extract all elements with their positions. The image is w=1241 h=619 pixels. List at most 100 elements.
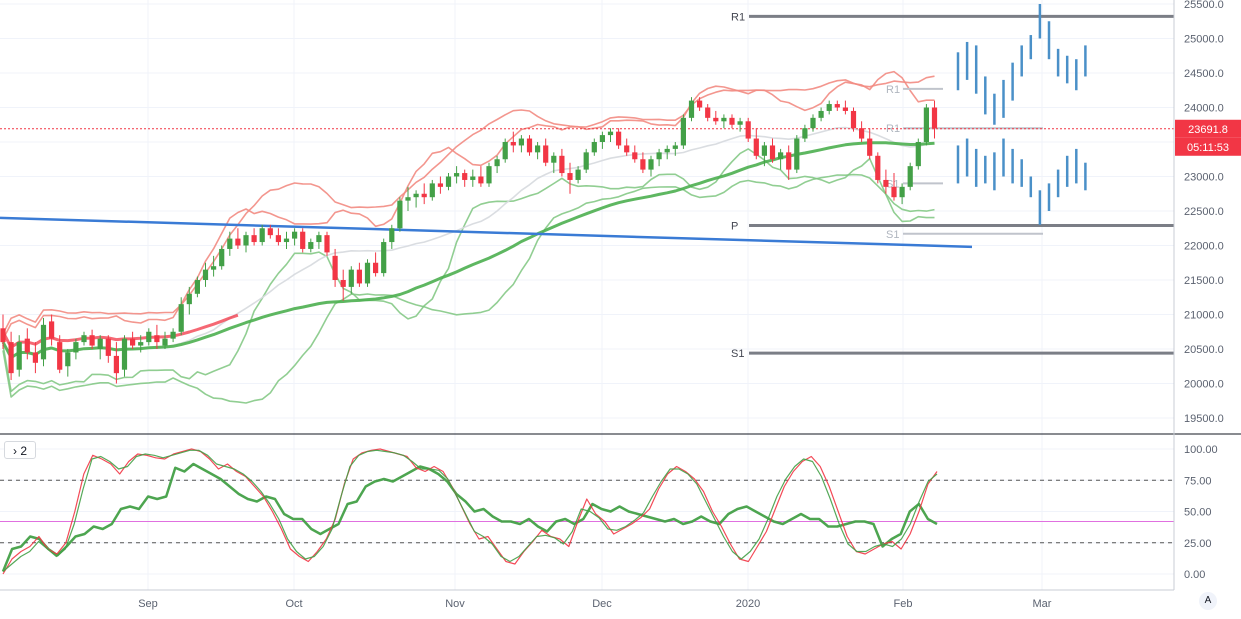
candle-down bbox=[842, 107, 848, 111]
candle-up bbox=[389, 228, 395, 243]
candle-up bbox=[721, 117, 727, 122]
candle-down bbox=[324, 235, 330, 253]
candle-down bbox=[616, 131, 622, 146]
candle-down bbox=[705, 107, 711, 118]
y-tick-label: 22000.0 bbox=[1184, 241, 1224, 253]
candle-up bbox=[778, 152, 784, 160]
candle-down bbox=[769, 145, 776, 160]
bb-upper-outer-line bbox=[2, 75, 935, 335]
y-tick-label: 20000.0 bbox=[1184, 379, 1224, 391]
candle-up bbox=[121, 338, 128, 370]
candle-down bbox=[356, 269, 362, 284]
candle-down bbox=[697, 100, 703, 108]
candle-down bbox=[24, 338, 30, 353]
y-tick-label: 24500.0 bbox=[1184, 68, 1224, 80]
candle-up bbox=[429, 183, 435, 198]
chevron-right-icon: › bbox=[12, 444, 17, 458]
candle-up bbox=[680, 117, 686, 146]
countdown-tag bbox=[1175, 137, 1241, 156]
candle-up bbox=[73, 342, 79, 353]
candle-up bbox=[737, 121, 743, 125]
candle-up bbox=[664, 148, 670, 153]
bb-lower-inner-line bbox=[2, 148, 935, 393]
candle-down bbox=[154, 335, 160, 343]
candle-down bbox=[834, 104, 840, 108]
candle-up bbox=[494, 159, 500, 167]
candle-down bbox=[300, 231, 306, 249]
candle-up bbox=[575, 169, 581, 180]
candle-down bbox=[786, 152, 792, 170]
oscillator-pane bbox=[0, 433, 1241, 575]
candle-down bbox=[437, 183, 443, 187]
candle-down bbox=[632, 152, 638, 160]
candle-down bbox=[543, 145, 549, 163]
auto-scale-button[interactable]: A bbox=[1199, 592, 1217, 610]
y-tick-label: 25000.0 bbox=[1184, 34, 1224, 46]
candle-down bbox=[340, 280, 346, 287]
last-price-tag bbox=[1175, 119, 1241, 138]
candle-up bbox=[162, 338, 168, 346]
candle-up bbox=[826, 104, 832, 111]
candle-up bbox=[907, 166, 913, 187]
candle-up bbox=[211, 266, 217, 270]
candle-down bbox=[235, 238, 241, 246]
candle-up bbox=[194, 280, 200, 294]
candle-down bbox=[867, 138, 873, 156]
candle-up bbox=[583, 152, 589, 170]
candle-up bbox=[818, 110, 824, 118]
candle-down bbox=[510, 142, 516, 146]
candle-up bbox=[445, 176, 452, 187]
trend-line bbox=[0, 216, 973, 249]
candle-up bbox=[397, 200, 403, 229]
candle-up bbox=[502, 142, 508, 160]
candle-up bbox=[97, 338, 103, 349]
bb-upper-inner-line bbox=[2, 70, 935, 340]
candle-down bbox=[640, 159, 646, 170]
x-tick-label: Sep bbox=[138, 598, 158, 610]
candle-up bbox=[138, 342, 144, 346]
candle-down bbox=[745, 121, 751, 139]
candle-down bbox=[373, 262, 379, 274]
candle-down bbox=[105, 338, 111, 356]
candle-up bbox=[348, 269, 354, 287]
x-tick-label: Oct bbox=[285, 598, 302, 610]
pivot-label: P bbox=[731, 220, 738, 232]
pane-count: 2 bbox=[20, 444, 28, 458]
candle-up bbox=[648, 159, 654, 170]
x-tick-label: 2020 bbox=[736, 598, 760, 610]
candle-down bbox=[32, 352, 38, 363]
y-tick-label: 21500.0 bbox=[1184, 275, 1224, 287]
countdown-value: 05:11:53 bbox=[1187, 142, 1229, 154]
y-tick-label: 25500.0 bbox=[1184, 0, 1224, 11]
candle-up bbox=[486, 166, 492, 184]
candle-down bbox=[891, 186, 897, 198]
bb-lower-outer-line bbox=[2, 173, 935, 404]
candle-down bbox=[875, 155, 881, 180]
candle-down bbox=[89, 335, 95, 346]
candle-up bbox=[146, 331, 152, 343]
candle-up bbox=[381, 242, 387, 274]
candle-up bbox=[518, 138, 524, 146]
pane-indicator-button[interactable]: › 2 bbox=[4, 441, 36, 459]
candle-down bbox=[57, 342, 63, 370]
stoch-k-line bbox=[2, 449, 938, 572]
candle-up bbox=[535, 145, 541, 153]
candle-up bbox=[688, 100, 695, 118]
candle-up bbox=[292, 231, 298, 239]
candle-up bbox=[81, 335, 87, 343]
x-tick-label: Nov bbox=[445, 598, 465, 610]
candle-down bbox=[883, 179, 889, 187]
candle-down bbox=[462, 173, 468, 180]
candle-up bbox=[607, 131, 614, 136]
rsi-line bbox=[1, 462, 938, 572]
candlestick-series bbox=[0, 97, 938, 384]
y-tick-label: 20500.0 bbox=[1184, 344, 1224, 356]
candle-down bbox=[332, 255, 338, 280]
candle-down bbox=[859, 128, 865, 139]
minor-pivot-label: S1 bbox=[886, 229, 899, 241]
candle-up bbox=[656, 152, 662, 160]
candle-down bbox=[931, 107, 938, 129]
